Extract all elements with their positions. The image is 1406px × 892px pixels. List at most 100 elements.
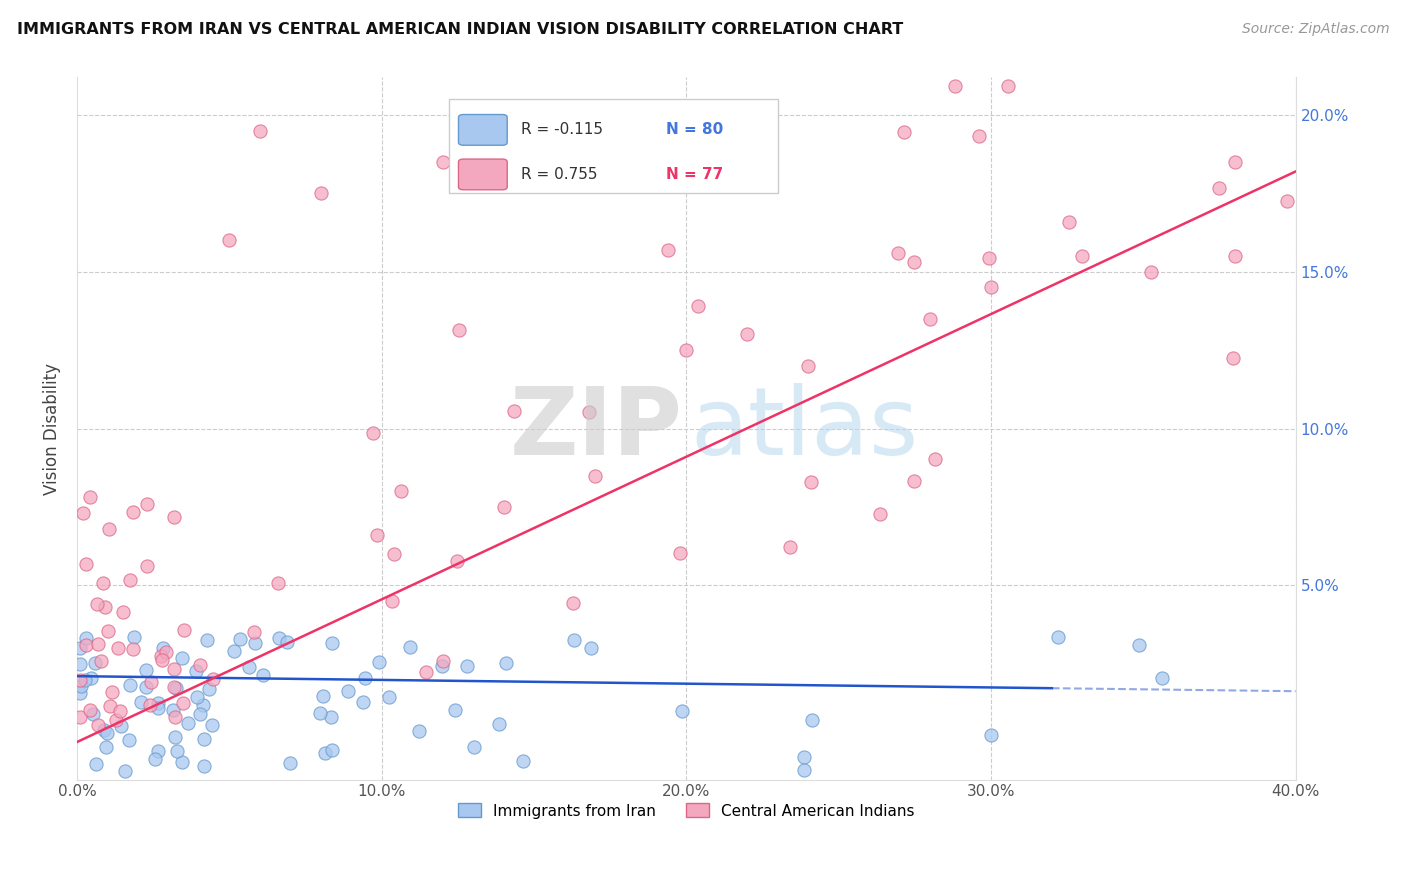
Point — [97, 624, 120, 639]
Point — [382, 547, 405, 561]
Point — [80, 671, 103, 685]
Point — [980, 280, 1002, 294]
Point — [186, 664, 208, 678]
Point — [869, 507, 891, 521]
Point — [73, 673, 96, 687]
Point — [408, 724, 430, 739]
Point — [149, 649, 172, 664]
Point — [1223, 155, 1246, 169]
Point — [82, 707, 104, 722]
Point — [495, 657, 517, 671]
Point — [352, 695, 374, 709]
Point — [432, 654, 454, 668]
Point — [163, 709, 186, 723]
Point — [98, 522, 121, 536]
Point — [195, 633, 218, 648]
Point — [267, 575, 290, 590]
Point — [163, 731, 186, 745]
Point — [456, 659, 478, 673]
Point — [579, 641, 602, 656]
Point — [75, 631, 97, 645]
Point — [314, 746, 336, 760]
Point — [165, 681, 187, 696]
Point — [173, 623, 195, 637]
Point — [378, 690, 401, 704]
Point — [269, 632, 291, 646]
Point — [979, 251, 1001, 265]
Point — [1222, 351, 1244, 365]
Point — [918, 311, 941, 326]
Point — [1275, 194, 1298, 208]
Point — [578, 405, 600, 419]
Point — [238, 660, 260, 674]
Point — [1128, 638, 1150, 652]
Point — [93, 723, 115, 738]
Point — [135, 559, 157, 574]
Point — [321, 636, 343, 650]
Point — [321, 710, 343, 724]
Point — [1152, 672, 1174, 686]
Point — [800, 475, 823, 489]
Point — [166, 744, 188, 758]
Point — [503, 404, 526, 418]
FancyBboxPatch shape — [458, 159, 508, 190]
Point — [110, 704, 132, 718]
Point — [139, 698, 162, 712]
Point — [141, 675, 163, 690]
Point — [243, 625, 266, 640]
Point — [797, 359, 820, 373]
Point — [443, 703, 465, 717]
Point — [163, 662, 186, 676]
Point — [735, 327, 758, 342]
Point — [177, 715, 200, 730]
Point — [1208, 180, 1230, 194]
Point — [903, 254, 925, 268]
Point — [122, 505, 145, 519]
Point — [145, 752, 167, 766]
Point — [69, 673, 91, 687]
Point — [70, 679, 93, 693]
Point — [380, 594, 402, 608]
Point — [155, 645, 177, 659]
Point — [84, 757, 107, 772]
Point — [245, 636, 267, 650]
Point — [87, 718, 110, 732]
Point — [980, 728, 1002, 742]
Text: N = 80: N = 80 — [666, 122, 723, 137]
Point — [193, 759, 215, 773]
Text: Source: ZipAtlas.com: Source: ZipAtlas.com — [1241, 22, 1389, 37]
Point — [943, 79, 966, 94]
Point — [432, 155, 454, 169]
Point — [793, 750, 815, 764]
Point — [152, 640, 174, 655]
Point — [163, 680, 186, 694]
Point — [172, 696, 194, 710]
Point — [83, 656, 105, 670]
Point — [69, 709, 91, 723]
Point — [229, 632, 252, 646]
Point — [967, 129, 990, 144]
Point — [114, 764, 136, 779]
Point — [309, 706, 332, 720]
Point — [675, 343, 697, 358]
Point — [893, 125, 915, 139]
Point — [887, 246, 910, 260]
Point — [86, 597, 108, 611]
Y-axis label: Vision Disability: Vision Disability — [44, 362, 60, 494]
Point — [512, 755, 534, 769]
Point — [94, 600, 117, 615]
Point — [1059, 215, 1081, 229]
Point — [389, 483, 412, 498]
Text: R = 0.755: R = 0.755 — [520, 167, 598, 182]
Legend: Immigrants from Iran, Central American Indians: Immigrants from Iran, Central American I… — [451, 797, 921, 824]
Point — [446, 554, 468, 568]
Point — [188, 707, 211, 722]
Point — [91, 576, 114, 591]
Point — [361, 426, 384, 441]
Point — [1223, 249, 1246, 263]
Point — [222, 644, 245, 658]
Point — [415, 665, 437, 680]
Point — [90, 655, 112, 669]
Point — [69, 686, 91, 700]
Point — [146, 700, 169, 714]
